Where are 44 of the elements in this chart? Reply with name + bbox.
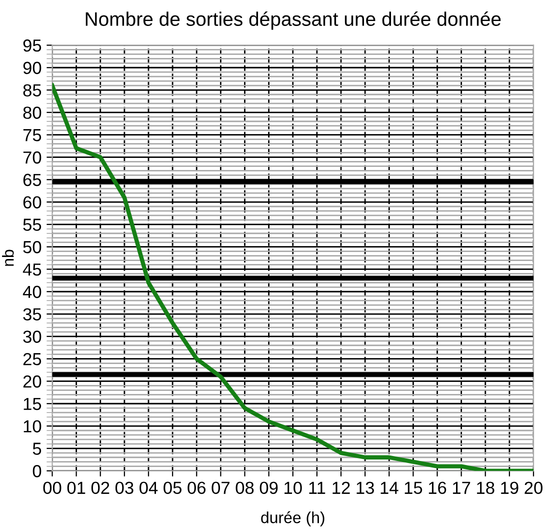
y-tick-label: 60	[23, 196, 42, 208]
x-tick-label: 14	[380, 482, 398, 494]
y-tick-label: 80	[23, 106, 42, 119]
y-tick-label: 65	[23, 174, 42, 186]
x-tick-label: 05	[164, 482, 182, 494]
y-tick-label: 95	[23, 39, 42, 52]
y-tick-label: 45	[22, 264, 42, 276]
y-tick-label: 15	[24, 398, 42, 410]
y-tick-label: 90	[23, 62, 42, 74]
y-axis-title: nb	[2, 250, 14, 266]
x-tick-label: 18	[477, 482, 494, 494]
y-tick-label: 50	[23, 240, 42, 254]
y-tick-label: 70	[23, 151, 42, 164]
x-tick-label: 06	[188, 482, 206, 494]
x-tick-label: 09	[260, 482, 278, 494]
x-tick-label: 15	[404, 482, 422, 494]
x-tick-label: 07	[212, 482, 230, 494]
y-tick-label: 0	[32, 464, 42, 478]
x-tick-label: 20	[524, 482, 542, 494]
x-tick-label: 13	[356, 482, 374, 494]
y-tick-label: 10	[24, 420, 42, 432]
x-tick-label: 03	[115, 482, 134, 494]
x-tick-label: 01	[67, 482, 86, 494]
y-tick-label: 25	[23, 352, 42, 366]
y-tick-label: 20	[23, 375, 42, 388]
x-tick-label: 11	[309, 482, 326, 494]
y-tick-label: 85	[23, 84, 42, 96]
x-tick-label: 17	[452, 482, 470, 494]
y-tick-label: 30	[23, 330, 42, 343]
x-tick-label: 12	[332, 482, 350, 494]
y-tick-label: 75	[23, 129, 42, 142]
y-tick-label: 5	[32, 442, 42, 455]
y-tick-label: 35	[23, 308, 42, 320]
x-axis-title: durée (h)	[261, 511, 324, 526]
x-tick-label: 02	[91, 482, 110, 494]
x-tick-label: 08	[236, 482, 254, 494]
x-tick-label: 04	[140, 482, 158, 494]
y-tick-label: 55	[23, 218, 42, 231]
x-tick-label: 19	[501, 482, 518, 494]
x-tick-label: 00	[43, 482, 62, 494]
x-tick-label: 16	[428, 482, 446, 494]
chart-title: Nombre de sorties dépassant une durée donnée	[86, 11, 501, 30]
y-tick-label: 40	[22, 286, 42, 298]
x-tick-label: 10	[284, 482, 302, 494]
